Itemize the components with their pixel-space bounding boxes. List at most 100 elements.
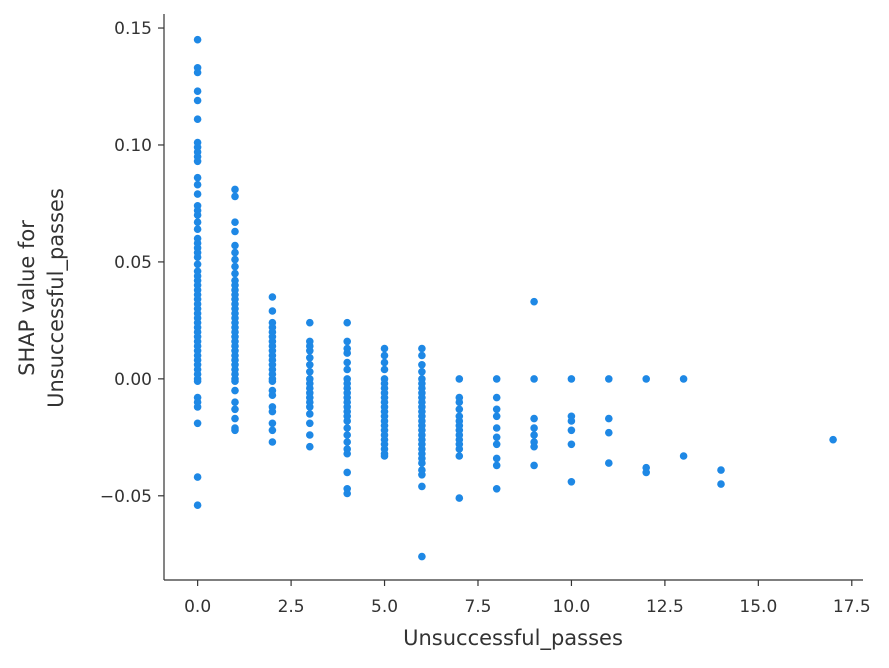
data-point [679, 375, 688, 383]
y-tick-label: −0.05 [100, 487, 152, 507]
data-point [268, 438, 277, 446]
data-point [455, 398, 464, 407]
data-point [343, 424, 352, 432]
data-point [231, 185, 239, 194]
data-point [492, 412, 501, 421]
data-point [268, 293, 277, 301]
data-point [717, 466, 725, 474]
data-point [306, 354, 314, 362]
data-point [193, 35, 202, 44]
data-point [530, 461, 538, 470]
data-point [455, 445, 464, 453]
data-point [567, 440, 576, 449]
y-axis-title-line-1: SHAP value for [15, 220, 39, 376]
data-point [231, 218, 239, 226]
data-point [193, 173, 202, 182]
data-point [193, 87, 202, 95]
x-tick-label: 2.5 [278, 597, 305, 617]
x-tick-label: 17.5 [833, 597, 871, 617]
data-point [231, 192, 239, 201]
data-point [530, 424, 538, 432]
data-point [343, 468, 352, 477]
data-point [193, 180, 202, 189]
data-point [492, 424, 501, 432]
x-tick-label: 5.0 [371, 597, 398, 617]
data-point [492, 405, 501, 414]
data-point [642, 375, 650, 383]
y-tick-label: 0.15 [114, 19, 152, 39]
data-point [193, 218, 202, 226]
data-point [829, 435, 837, 444]
data-point [418, 471, 426, 479]
data-point [306, 368, 314, 376]
data-point [193, 96, 202, 105]
data-point [455, 405, 464, 414]
data-point [268, 377, 277, 386]
data-point [492, 440, 501, 449]
y-tick-label: 0.05 [114, 253, 152, 273]
data-point [231, 248, 239, 257]
data-point [455, 494, 464, 502]
data-point [567, 426, 576, 435]
data-point [530, 442, 538, 451]
data-point [567, 417, 576, 425]
data-point [193, 377, 202, 386]
data-point [306, 431, 314, 439]
y-tick-label: 0.00 [114, 370, 152, 390]
data-point [231, 227, 239, 236]
data-point [492, 454, 501, 463]
data-point [231, 262, 239, 271]
data-point [380, 452, 389, 460]
data-point [193, 501, 202, 510]
data-point [306, 318, 314, 327]
data-point [231, 269, 239, 278]
data-point [530, 431, 538, 439]
data-point [268, 307, 277, 315]
data-point [193, 211, 202, 219]
y-axis-ticks: −0.05 0.00 0.05 0.10 0.15 [100, 19, 164, 507]
data-point [455, 452, 464, 460]
data-point [231, 377, 239, 386]
data-point [343, 431, 352, 439]
data-point [231, 405, 239, 414]
data-point [306, 442, 314, 451]
data-point [231, 241, 239, 250]
data-point [530, 375, 538, 383]
data-point [343, 349, 352, 357]
x-axis-ticks: 0.0 2.5 5.0 7.5 10.0 12.5 15.0 17.5 [184, 580, 871, 617]
data-point [343, 438, 352, 446]
data-point [231, 255, 239, 264]
data-point [193, 115, 202, 123]
data-point [605, 428, 613, 437]
x-tick-label: 12.5 [646, 597, 684, 617]
x-tick-label: 15.0 [739, 597, 777, 617]
data-point [492, 461, 501, 470]
y-axis-title-line-2: Unsuccessful_passes [44, 188, 69, 408]
data-point [418, 361, 426, 369]
data-point [231, 386, 239, 395]
data-point [268, 407, 277, 416]
data-point [380, 351, 389, 360]
data-point [306, 419, 314, 428]
data-point [193, 157, 202, 166]
x-tick-label: 10.0 [553, 597, 591, 617]
data-point [343, 365, 352, 374]
data-point [193, 225, 202, 233]
data-point [306, 410, 314, 418]
data-point [418, 344, 426, 353]
y-tick-label: 0.10 [114, 136, 152, 156]
data-point [418, 368, 426, 376]
data-point [492, 485, 501, 493]
data-point [343, 489, 352, 498]
data-point [193, 68, 202, 77]
data-point [567, 478, 576, 486]
data-point [642, 468, 650, 477]
data-point [418, 482, 426, 491]
data-point [380, 358, 389, 367]
data-point [679, 452, 688, 460]
data-point [455, 375, 464, 383]
points-layer [193, 35, 837, 561]
data-point [343, 358, 352, 367]
data-point [380, 344, 389, 353]
